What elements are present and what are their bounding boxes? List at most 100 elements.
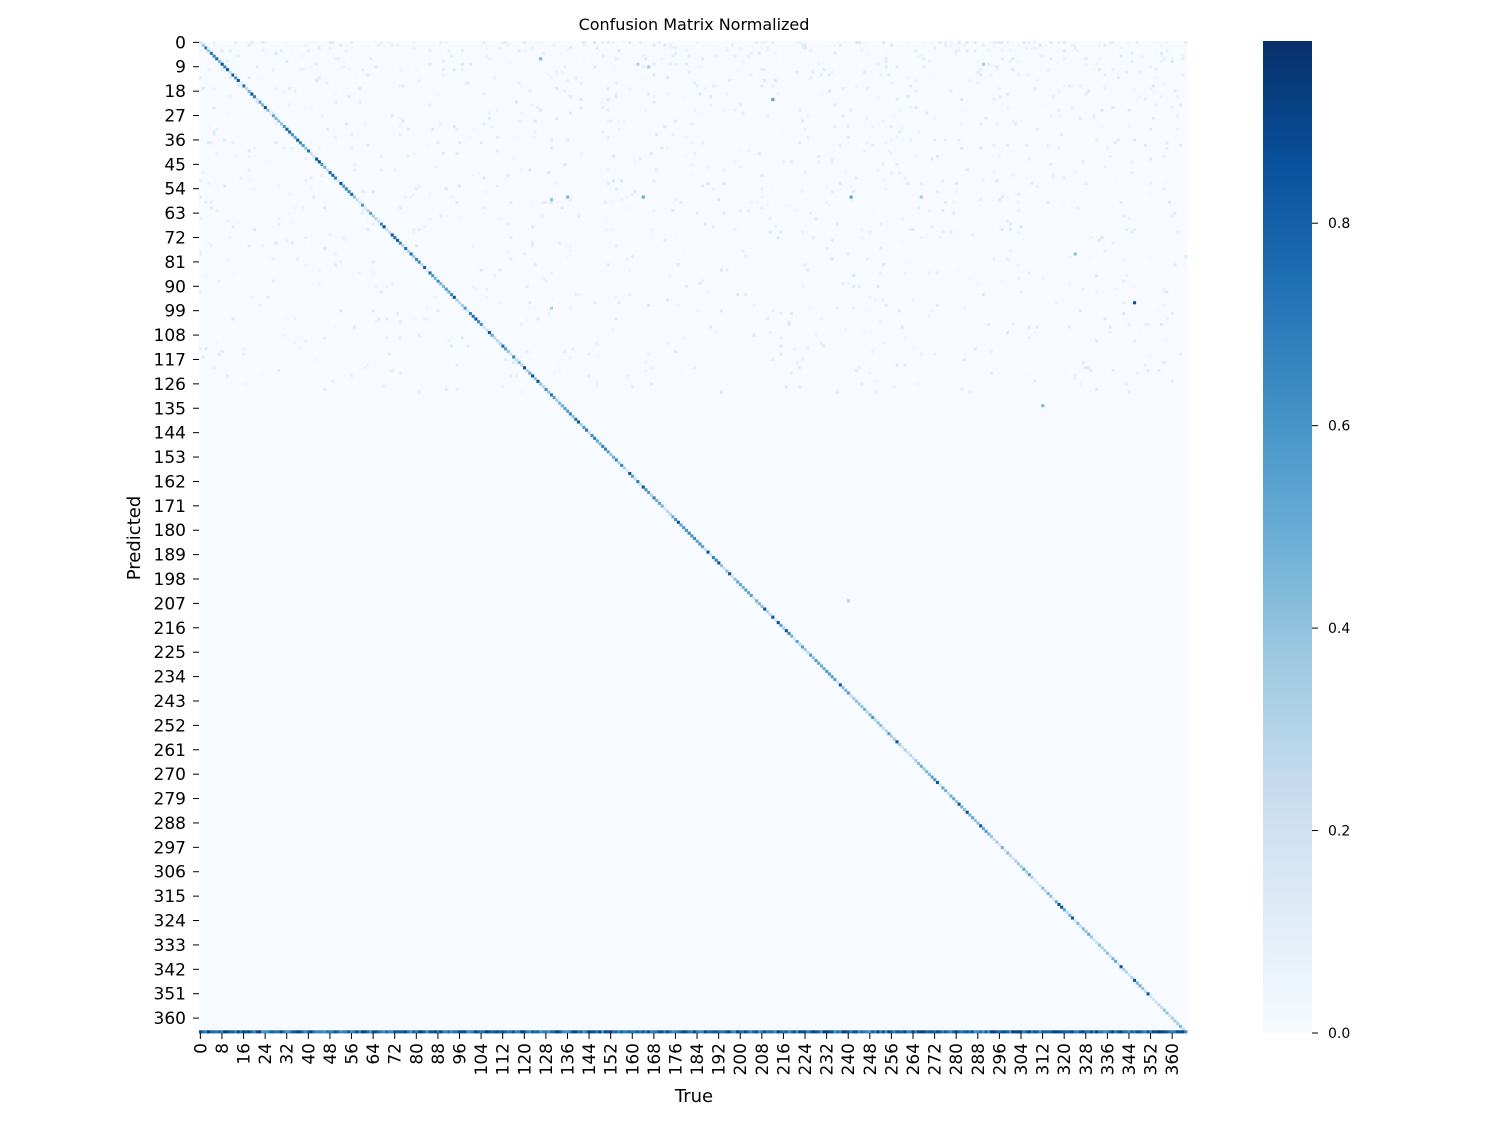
offdiag-cell [209,200,213,204]
offdiag-cell [479,268,483,272]
offdiag-cell [944,138,948,142]
last-row-cell [217,1030,221,1034]
offdiag-cell [1138,70,1142,74]
last-row-cell [763,1030,767,1034]
colorbar-tick-label: 0.8 [1328,216,1350,232]
last-row-cell [944,1030,948,1034]
last-row-cell [1084,1030,1088,1034]
offdiag-cell [1154,51,1158,55]
offdiag-cell [1008,222,1012,226]
diagonal-cell [1178,1024,1183,1028]
offdiag-cell [701,141,705,145]
offdiag-cell [879,222,883,226]
offdiag-cell [914,49,918,53]
diagonal-cell [736,580,740,584]
offdiag-cell [412,41,416,45]
last-row-cell [439,1030,443,1034]
offdiag-cell [277,222,281,226]
diagonal-cell [242,84,246,88]
offdiag-cell [1165,317,1169,321]
last-row-cell [1008,1030,1012,1034]
offdiag-cell [817,62,821,66]
diagonal-cell [1141,986,1145,991]
offdiag-cell [879,246,883,250]
offdiag-cell [617,57,621,61]
diagonal-cell [1097,943,1102,947]
offdiag-cell [649,152,653,156]
offdiag-cell [1084,62,1088,66]
offdiag-cell [549,200,553,204]
diagonal-cell [474,317,478,321]
offdiag-cell [1184,41,1188,45]
offdiag-cell [690,173,694,177]
offdiag-cell [771,84,775,88]
offdiag-cell [830,190,834,194]
last-row-cell [755,1030,759,1034]
offdiag-cell [641,65,645,69]
offdiag-cell [984,116,988,120]
last-row-cell [906,1030,910,1034]
offdiag-cell [1162,154,1166,158]
offdiag-cell [558,368,562,372]
offdiag-cell [687,70,691,74]
last-row-cell [722,1030,726,1034]
offdiag-cell [439,122,443,126]
last-row-cell [571,1030,575,1034]
last-row-cell [369,1030,373,1034]
offdiag-cell [962,173,966,177]
offdiag-cell [652,179,656,183]
offdiag-cell [333,92,337,96]
offdiag-cell [312,195,316,199]
offdiag-cell [252,228,256,232]
offdiag-cell [560,206,564,210]
offdiag-cell [1084,181,1088,185]
offdiag-cell [957,138,961,142]
offdiag-cell [479,162,483,166]
offdiag-cell [798,108,802,112]
offdiag-cell [236,219,240,223]
diagonal-cell [868,713,872,717]
offdiag-cell [336,57,340,61]
offdiag-cell [439,214,443,218]
diagonal-cell [1081,927,1085,931]
offdiag-cell [1073,374,1077,378]
offdiag-cell [328,46,332,50]
offdiag-cell [482,41,486,45]
offdiag-cell [674,236,678,240]
diagonal-cell [234,76,238,80]
last-row-cell [296,1030,300,1034]
highlight-cell [846,599,850,603]
diagonal-cell [881,726,886,730]
offdiag-cell [220,49,224,53]
offdiag-cell [652,209,656,213]
last-row-cell [298,1030,302,1034]
diagonal-cell [900,745,904,749]
offdiag-cell [1073,377,1077,381]
offdiag-cell [817,154,821,158]
offdiag-cell [1097,57,1101,61]
diagonal-cell [849,694,853,698]
last-row-cell [315,1030,319,1034]
offdiag-cell [1008,49,1012,53]
diagonal-cell [701,545,705,549]
diagonal-cell [1030,875,1034,879]
last-row-cell [269,1030,273,1034]
offdiag-cell [684,62,688,66]
last-row-cell [833,1030,837,1034]
offdiag-cell [482,92,486,96]
offdiag-cell [1016,209,1020,213]
last-row-cell [1173,1030,1177,1034]
offdiag-cell [849,108,853,112]
last-row-cell [277,1030,281,1034]
offdiag-cell [776,236,780,240]
offdiag-cell [989,73,993,77]
offdiag-cell [938,41,942,45]
offdiag-cell [1041,276,1045,280]
offdiag-cell [485,54,489,58]
offdiag-cell [1027,73,1031,77]
offdiag-cell [304,339,308,343]
offdiag-cell [979,198,983,202]
offdiag-cell [1127,390,1131,394]
offdiag-cell [352,92,356,96]
last-row-cell [733,1030,737,1034]
